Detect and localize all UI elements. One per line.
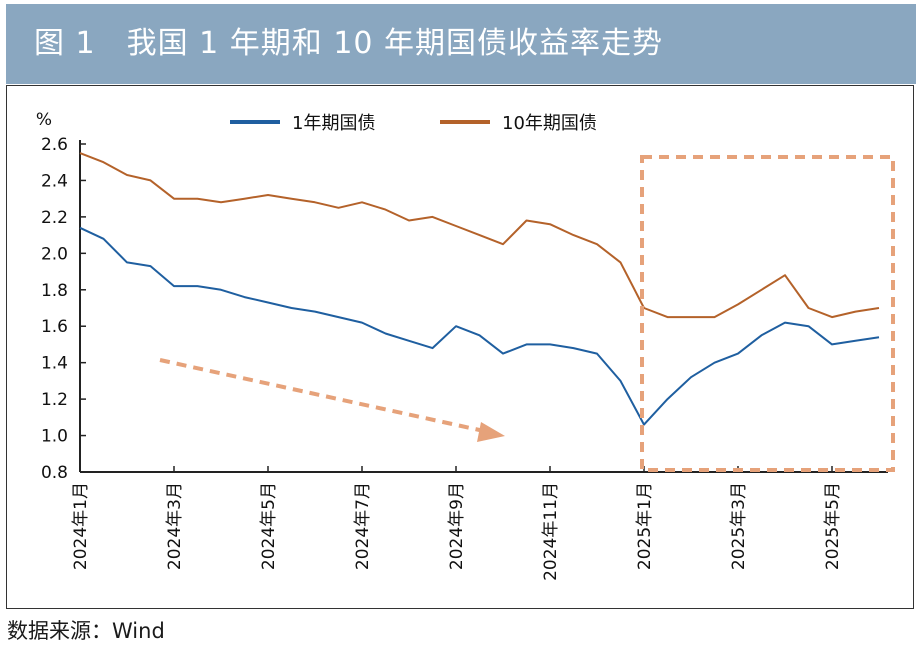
figure-title-bar: 图 1 我国 1 年期和 10 年期国债收益率走势 (6, 4, 916, 84)
x-tick-label: 2025年5月 (823, 482, 843, 570)
figure-title: 图 1 我国 1 年期和 10 年期国债收益率走势 (34, 26, 664, 61)
x-tick-label: 2024年3月 (165, 482, 185, 570)
legend-item-one-year-label: 1年期国债 (292, 113, 375, 134)
x-tick-label: 2024年1月 (71, 482, 91, 570)
x-tick-label: 2025年1月 (635, 482, 655, 570)
trend-arrow-shaft (159, 358, 485, 433)
y-tick-label: 0.8 (41, 463, 68, 483)
y-tick-label: 1.2 (41, 390, 68, 410)
x-tick-label: 2024年11月 (541, 482, 561, 581)
highlight-box-2025 (640, 155, 895, 472)
legend: 1年期国债 10年期国债 (230, 113, 597, 134)
y-tick-label: 2.4 (41, 171, 68, 191)
annotations (159, 155, 895, 472)
axes: % 0.8 1.0 1.2 1.4 1.6 1.8 2.0 2.2 2.4 2.6 2024年1月 20… (36, 110, 888, 581)
y-tick-label: 2.2 (41, 208, 68, 228)
chart-frame (6, 85, 914, 609)
x-tick-label: 2024年5月 (259, 482, 279, 570)
series-lines (79, 152, 880, 426)
y-tick-label: 1.0 (41, 427, 68, 447)
data-source-note: 数据来源：Wind (7, 619, 165, 643)
x-tick-label: 2024年9月 (447, 482, 467, 570)
y-tick-label: 1.4 (41, 354, 68, 374)
series-line-ten-year (79, 152, 880, 319)
x-tick-label: 2024年7月 (353, 482, 373, 570)
legend-item-ten-year-label: 10年期国债 (502, 113, 597, 134)
x-tick-label: 2025年3月 (729, 482, 749, 570)
y-axis-unit: % (36, 110, 52, 130)
y-tick-label: 1.6 (41, 317, 68, 337)
y-tick-label: 1.8 (41, 281, 68, 301)
y-tick-label: 2.6 (41, 135, 68, 155)
series-line-one-year (79, 226, 880, 426)
y-tick-label: 2.0 (41, 244, 68, 264)
yield-line-chart: % 0.8 1.0 1.2 1.4 1.6 1.8 2.0 2.2 2.4 2.6 2024年1月 20… (36, 110, 895, 581)
trend-arrow-head (477, 422, 505, 442)
